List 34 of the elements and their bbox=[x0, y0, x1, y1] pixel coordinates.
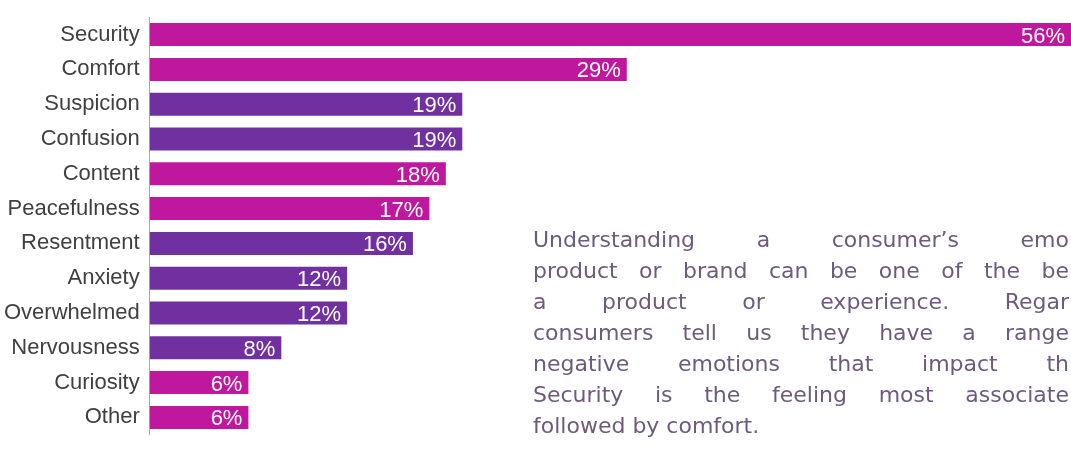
bar bbox=[149, 127, 463, 151]
data-label: 6% bbox=[210, 370, 243, 396]
bar bbox=[149, 266, 348, 290]
data-label: 19% bbox=[412, 127, 457, 153]
y-tick-label: Anxiety bbox=[67, 264, 140, 290]
data-label: 12% bbox=[297, 301, 342, 327]
bar bbox=[149, 23, 1071, 47]
y-tick-label: Suspicion bbox=[44, 90, 140, 116]
y-tick-label: Nervousness bbox=[11, 333, 140, 359]
y-tick-label: Security bbox=[60, 20, 140, 46]
y-tick-label: Comfort bbox=[61, 55, 140, 81]
y-tick-label: Resentment bbox=[21, 229, 140, 255]
annotation: Understanding a consumer’s emo product or brand can be one of the be a product or experience. Regar consumers tell us they have a range negative emotions that impact th Security is the feeling most associate followed by comfort. bbox=[533, 226, 1069, 440]
y-tick-label: Content bbox=[62, 159, 140, 185]
bar bbox=[149, 336, 282, 360]
data-label: 8% bbox=[243, 335, 276, 361]
y-tick-label: Confusion bbox=[40, 125, 140, 151]
bar bbox=[149, 92, 463, 116]
bar bbox=[149, 197, 430, 221]
bar bbox=[149, 57, 627, 81]
bar bbox=[149, 162, 446, 186]
y-tick-label: Curiosity bbox=[54, 368, 140, 394]
data-label: 29% bbox=[576, 57, 621, 83]
y-tick-label: Peacefulness bbox=[7, 194, 140, 220]
data-label: 18% bbox=[395, 161, 440, 187]
data-label: 56% bbox=[1020, 22, 1065, 48]
data-label: 17% bbox=[379, 196, 424, 222]
data-label: 16% bbox=[362, 231, 407, 257]
data-label: 19% bbox=[412, 92, 457, 118]
y-tick-label: Overwhelmed bbox=[4, 299, 140, 325]
bar bbox=[149, 231, 413, 255]
data-label: 6% bbox=[210, 405, 243, 431]
data-label: 12% bbox=[297, 266, 342, 292]
y-tick-label: Other bbox=[84, 403, 140, 429]
